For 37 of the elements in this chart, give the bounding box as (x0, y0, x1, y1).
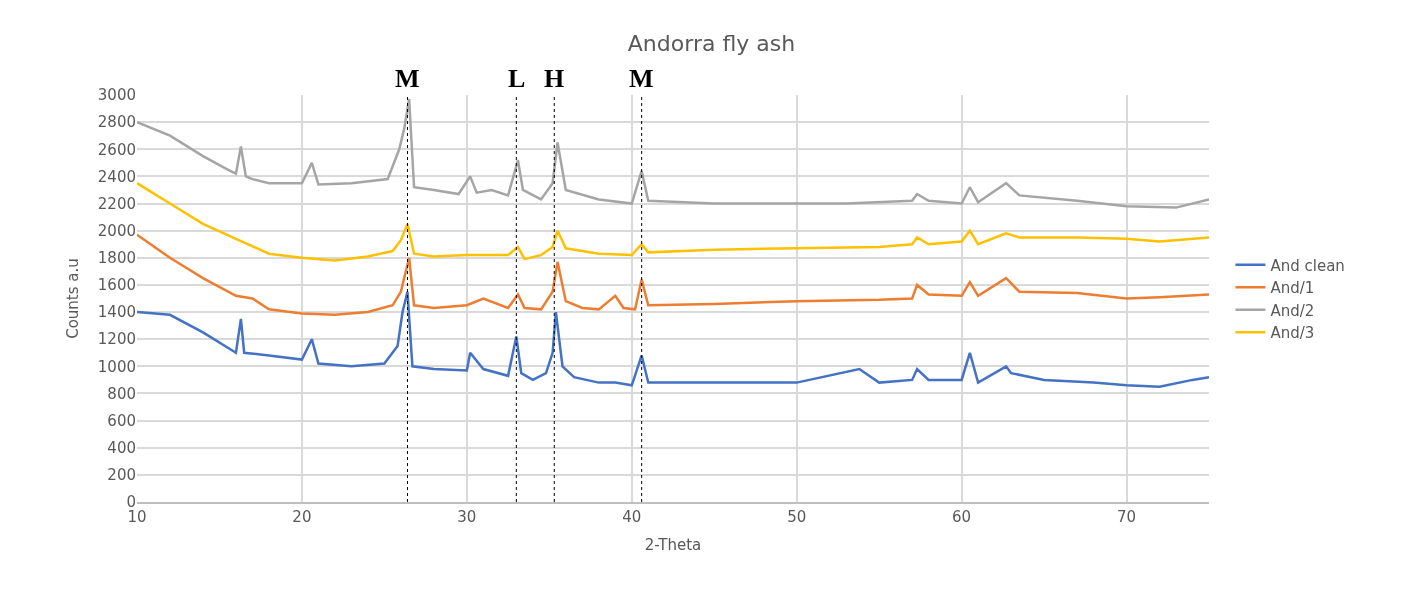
x-tick-label: 40 (622, 507, 642, 526)
legend-label: And/1 (1270, 279, 1315, 298)
line-series (137, 233, 1209, 317)
y-tick-label: 600 (107, 411, 136, 430)
y-tick-label: 400 (107, 438, 136, 457)
ref-line-label: M (629, 64, 654, 93)
x-tick-label: 60 (952, 507, 972, 526)
y-axis-title: Counts a.u (64, 258, 83, 339)
y-tick-label: 1400 (97, 303, 136, 322)
line-series (137, 290, 1209, 388)
y-tick-label: 1200 (97, 330, 136, 349)
y-tick-label: 1000 (97, 357, 136, 376)
x-tick-label: 10 (127, 507, 147, 526)
line-series (137, 181, 1209, 262)
x-tick-label: 50 (787, 507, 807, 526)
y-tick-label: 200 (107, 466, 136, 485)
y-tick-label: 2800 (97, 113, 136, 132)
ref-line-label: M (395, 64, 420, 93)
y-tick-label: 3000 (97, 86, 136, 105)
x-axis-title: 2-Theta (644, 536, 702, 555)
ref-line-label: L (508, 64, 526, 93)
x-tick-label: 30 (457, 507, 477, 526)
ref-line-label: H (544, 64, 565, 93)
y-tick-label: 2400 (97, 167, 136, 186)
y-tick-label: 800 (107, 384, 136, 403)
legend-label: And/2 (1270, 301, 1315, 320)
y-tick-label: 2000 (97, 221, 136, 240)
chart-title: Andorra fly ash (627, 30, 796, 56)
y-tick-label: 2200 (97, 194, 136, 213)
y-tick-label: 2600 (97, 140, 136, 159)
x-tick-label: 20 (292, 507, 312, 526)
line-series (137, 97, 1209, 209)
x-tick-label: 70 (1116, 507, 1137, 526)
legend-label: And clean (1270, 256, 1345, 275)
legend-label: And/3 (1270, 324, 1315, 343)
y-tick-label: 1600 (97, 276, 136, 295)
y-tick-label: 1800 (97, 249, 136, 268)
